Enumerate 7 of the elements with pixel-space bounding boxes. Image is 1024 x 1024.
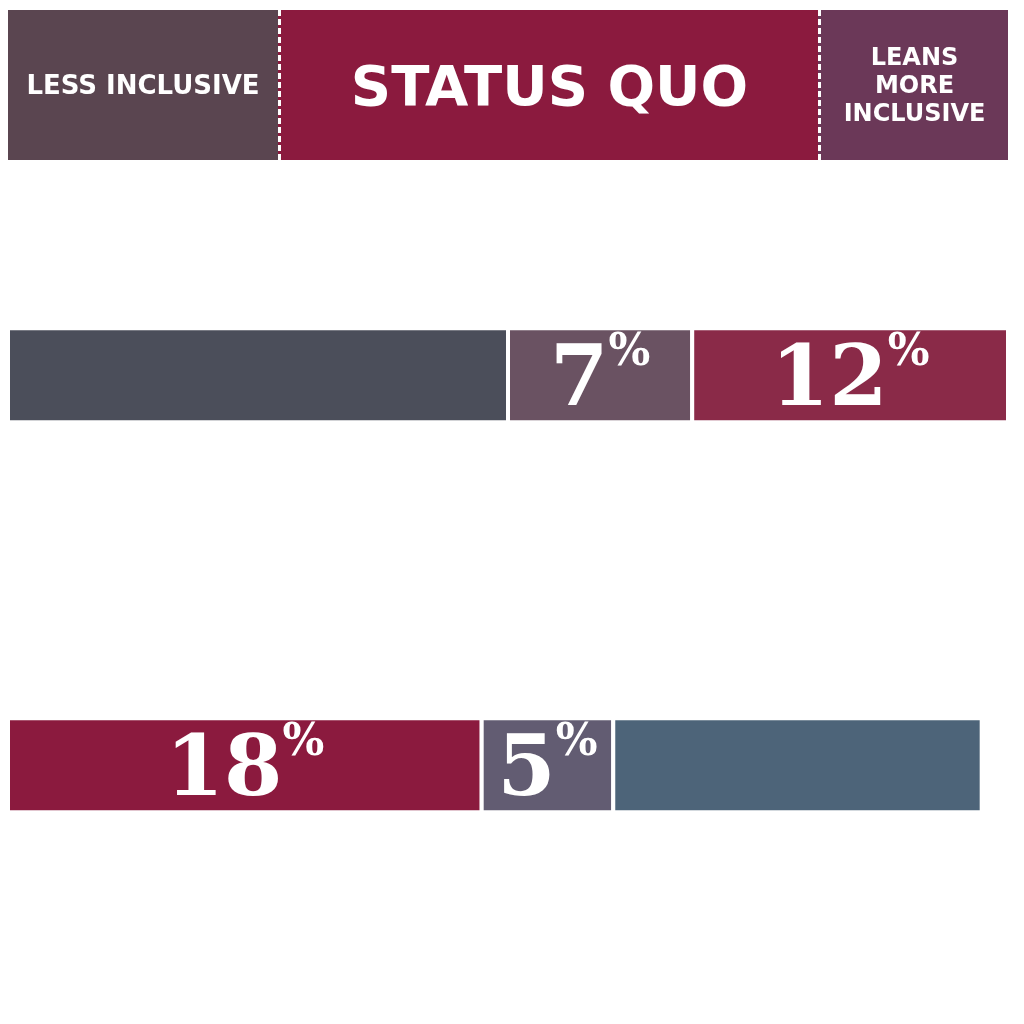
text: STATUS QUO (278, 10, 818, 160)
data-label: 5$^{%}$ (497, 714, 598, 815)
text: LESS INCLUSIVE (8, 10, 278, 160)
data-label: 18$^{%}$ (165, 714, 325, 815)
data-label: 12$^{%}$ (770, 324, 930, 425)
data-label: 7$^{%}$ (549, 324, 651, 425)
text: LEANS MORE INCLUSIVE (818, 10, 1008, 160)
